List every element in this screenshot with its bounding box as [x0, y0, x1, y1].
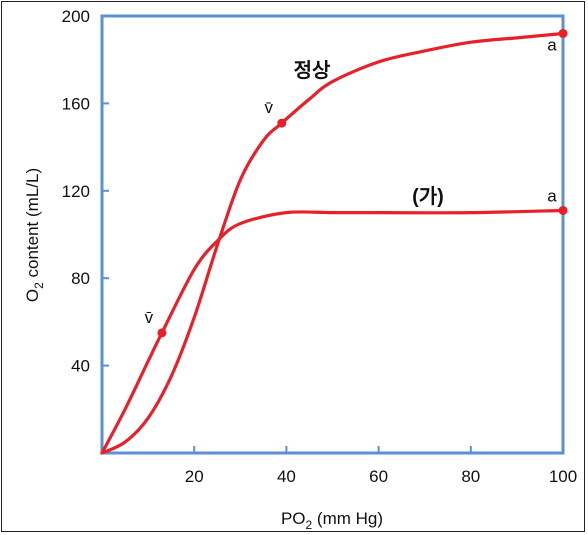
x-tick-label: 60 — [369, 467, 388, 486]
x-tick-label: 100 — [549, 467, 577, 486]
x-tick-label: 40 — [277, 467, 296, 486]
y-axis-label-sub: 2 — [32, 282, 46, 289]
y-tick-label: 120 — [62, 182, 90, 201]
series-label-ga: (가) — [412, 185, 444, 208]
series-line-1 — [100, 208, 565, 455]
data-point-label: a — [547, 186, 557, 205]
series-label-normal: 정상 — [294, 59, 331, 82]
x-axis-label-sub: 2 — [306, 518, 313, 532]
y-axis-label: O2 content (mL/L) — [23, 168, 46, 302]
data-point-label: v̄ — [265, 98, 274, 117]
data-point-marker — [157, 328, 167, 338]
x-axis-label: PO2 (mm Hg) — [281, 509, 383, 532]
x-axis-label-p: PO — [281, 509, 306, 528]
y-tick-label: 80 — [71, 269, 90, 288]
series-line-0 — [100, 31, 565, 455]
x-axis-label-rest: (mm Hg) — [312, 509, 383, 528]
y-tick-label: 200 — [62, 7, 90, 26]
y-tick-label: 160 — [62, 94, 90, 113]
plot-area-border — [100, 14, 565, 455]
data-point-marker — [558, 28, 568, 38]
data-point-label: v̄ — [145, 308, 154, 327]
x-tick-label: 80 — [461, 467, 480, 486]
x-tick-label: 20 — [185, 467, 204, 486]
y-tick-label: 40 — [71, 357, 90, 376]
y-axis-label-o: O — [23, 289, 42, 302]
data-point-marker — [558, 205, 568, 215]
data-point-marker — [277, 118, 287, 128]
data-point-label: a — [547, 35, 557, 54]
y-axis-label-rest: content (mL/L) — [23, 168, 42, 282]
